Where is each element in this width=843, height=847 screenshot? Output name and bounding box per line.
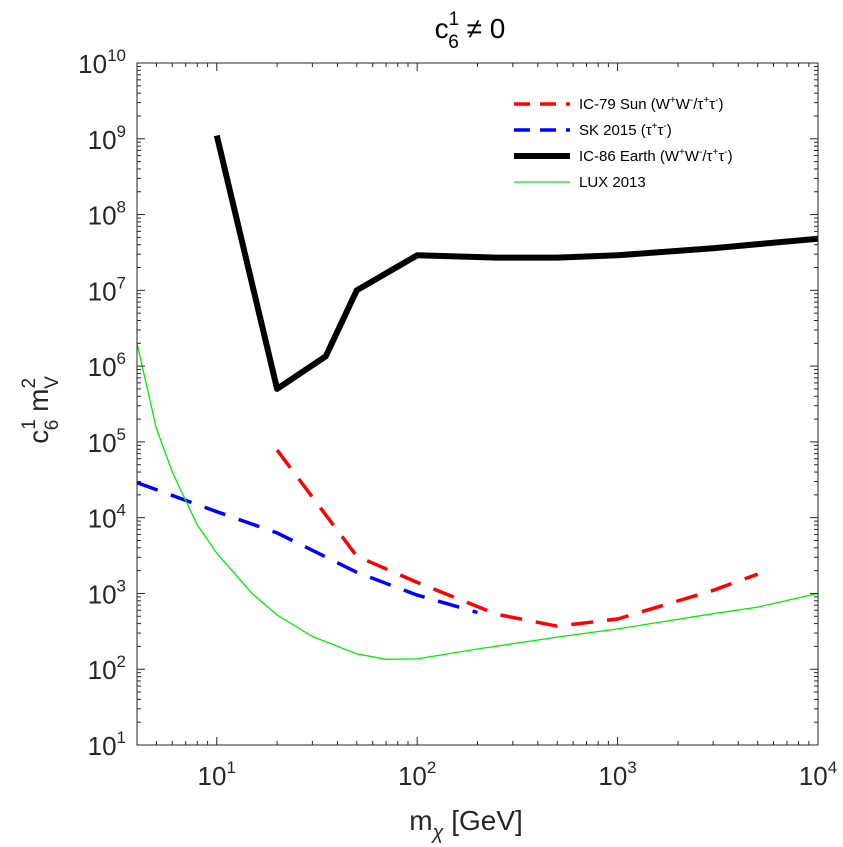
x-tick-label: 102 [398, 758, 436, 791]
legend-label: IC-86 Earth (W+W-/τ+τ-) [579, 147, 733, 165]
plot-background [137, 63, 818, 745]
svg-text:c16 m2V: c1 6 m2 V [19, 376, 63, 444]
chart-title: c1 6 ≠ 0 [435, 9, 506, 53]
ticks-layer: 101 102 103 104 101 102 103 104 105 106 107 108 109 1… [78, 46, 837, 791]
y-tick-label: 104 [88, 501, 126, 534]
series-line-sk-2015 [137, 480, 478, 615]
y-tick-label: 103 [88, 576, 126, 609]
series-line-ic-79-sun [275, 449, 759, 628]
legend-label: SK 2015 (τ+τ-) [579, 121, 672, 139]
y-tick-label: 107 [88, 273, 126, 306]
legend-label: IC-79 Sun (W+W-/τ+τ-) [579, 95, 723, 113]
y-tick-label: 101 [88, 728, 126, 761]
y-tick-label: 109 [88, 122, 126, 155]
plot-area [137, 63, 818, 745]
y-tick-label: 105 [88, 425, 126, 458]
y-tick-label: 102 [88, 652, 126, 685]
series-layer [137, 134, 818, 660]
x-axis-label: mχ [GeV] [409, 805, 523, 844]
series-line-ic-86-earth [213, 134, 818, 392]
x-tick-label: 104 [799, 758, 837, 791]
y-tick-label: 1010 [78, 46, 126, 79]
y-axis-label: c1 6 m2 V [19, 376, 63, 444]
series-line-lux-2013 [137, 343, 818, 660]
y-tick-label: 108 [88, 198, 126, 231]
y-tick-label: 106 [88, 349, 126, 382]
x-tick-label: 103 [598, 758, 636, 791]
x-tick-label: 101 [198, 758, 236, 791]
legend: IC-79 Sun (W+W-/τ+τ-) SK 2015 (τ+τ-) IC-86… [514, 95, 733, 191]
legend-label: LUX 2013 [579, 174, 646, 191]
